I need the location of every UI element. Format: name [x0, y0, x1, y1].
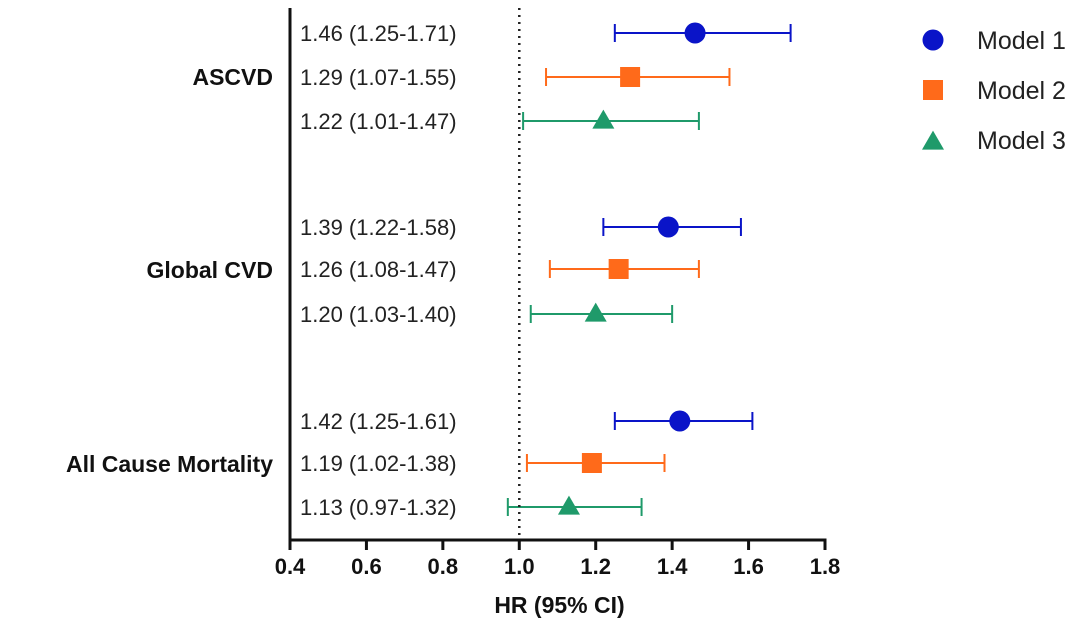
- hr-point-marker: [557, 495, 580, 515]
- x-tick-label: 1.8: [810, 554, 841, 579]
- x-tick-label: 1.4: [657, 554, 688, 579]
- legend-marker: [922, 130, 944, 150]
- hr-annotation: 1.19 (1.02-1.38): [300, 451, 457, 476]
- hr-annotation: 1.20 (1.03-1.40): [300, 302, 457, 327]
- legend-label: Model 3: [977, 127, 1066, 155]
- hr-point-marker: [657, 216, 679, 238]
- hr-annotation: 1.42 (1.25-1.61): [300, 409, 457, 434]
- x-tick-label: 1.2: [580, 554, 611, 579]
- x-tick-label: 1.0: [504, 554, 535, 579]
- legend-label: Model 2: [977, 77, 1066, 105]
- legend-marker: [922, 29, 944, 51]
- plot-area: ASCVD 1.46 (1.25-1.71) 1.29 (1.07-1.55) 1.2…: [66, 21, 792, 520]
- legend: Model 1 Model 2 Model 3: [922, 27, 1066, 155]
- hr-annotation: 1.13 (0.97-1.32): [300, 495, 457, 520]
- x-tick-label: 0.8: [428, 554, 459, 579]
- hr-point-marker: [620, 67, 641, 87]
- hr-annotation: 1.46 (1.25-1.71): [300, 21, 457, 46]
- group-label: Global CVD: [146, 257, 273, 283]
- x-axis-ticks: 0.4 0.6 0.8 1.0 1.2 1.4 1.6 1.8: [275, 540, 841, 579]
- legend-marker: [923, 80, 943, 100]
- group-label: All Cause Mortality: [66, 451, 273, 477]
- hr-point-marker: [669, 410, 691, 432]
- x-tick-label: 0.6: [351, 554, 382, 579]
- hr-annotation: 1.29 (1.07-1.55): [300, 65, 457, 90]
- hr-annotation: 1.39 (1.22-1.58): [300, 215, 457, 240]
- x-tick-label: 0.4: [275, 554, 306, 579]
- x-tick-label: 1.6: [733, 554, 764, 579]
- hr-annotation: 1.22 (1.01-1.47): [300, 109, 457, 134]
- legend-label: Model 1: [977, 27, 1066, 55]
- hr-point-marker: [592, 109, 615, 129]
- hr-annotation: 1.26 (1.08-1.47): [300, 257, 457, 282]
- group-label: ASCVD: [192, 64, 273, 90]
- x-axis-title: HR (95% CI): [494, 592, 624, 618]
- hr-point-marker: [581, 453, 602, 473]
- hr-point-marker: [584, 302, 607, 322]
- hr-point-marker: [608, 259, 629, 279]
- hr-point-marker: [684, 22, 706, 44]
